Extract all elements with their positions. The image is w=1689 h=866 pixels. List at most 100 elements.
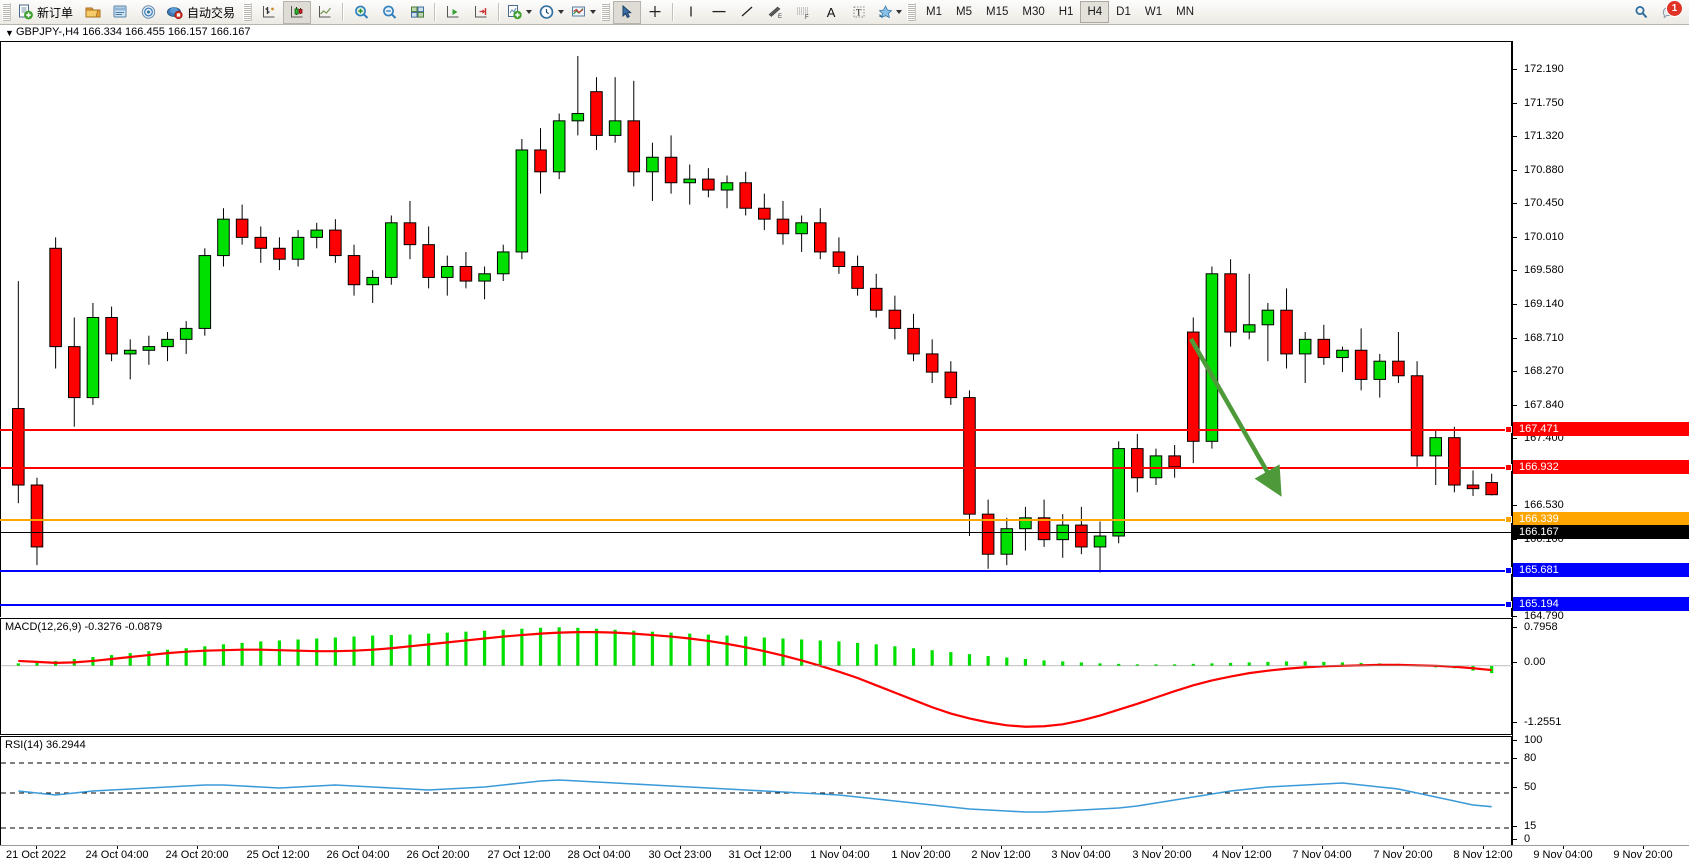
zoom-in-button[interactable] xyxy=(347,1,375,24)
periods-chevron-down-icon[interactable] xyxy=(558,10,565,14)
templates-button[interactable] xyxy=(567,1,599,24)
level-label-current-price[interactable]: 166.167 xyxy=(1513,525,1689,539)
search-button[interactable] xyxy=(1627,1,1655,24)
svg-text:T: T xyxy=(856,8,862,18)
svg-text:F: F xyxy=(805,15,809,20)
level-label-pivot[interactable]: 166.339 xyxy=(1513,512,1689,526)
macd-pane[interactable] xyxy=(0,618,1513,735)
chart-window[interactable]: ▼ GBPJPY-,H4 166.334 166.455 166.157 166… xyxy=(0,25,1689,866)
crosshair-icon xyxy=(649,6,661,17)
fibonacci-button[interactable]: F xyxy=(789,1,817,24)
indicators-chevron-down-icon[interactable] xyxy=(526,10,533,14)
time-tick-mark xyxy=(840,846,841,849)
indicators-button[interactable] xyxy=(503,1,535,24)
time-tick-mark xyxy=(1001,846,1002,849)
timeframe-d1[interactable]: D1 xyxy=(1116,6,1131,18)
time-tick-label: 9 Nov 04:00 xyxy=(1533,849,1593,861)
auto-scroll-button[interactable] xyxy=(467,1,495,24)
time-tick-label: 24 Oct 20:00 xyxy=(165,849,229,861)
horizontal-line-icon xyxy=(712,10,726,13)
time-tick-mark xyxy=(117,846,118,849)
templates-chevron-down-icon[interactable] xyxy=(590,10,597,14)
timeframe-mn[interactable]: MN xyxy=(1176,6,1194,18)
trendline-icon xyxy=(741,6,753,17)
level-label-resistance-1[interactable]: 167.471 xyxy=(1513,422,1689,436)
crosshair-button[interactable] xyxy=(641,1,669,24)
time-tick-label: 1 Nov 04:00 xyxy=(810,849,870,861)
arrows-chevron-down-icon[interactable] xyxy=(896,10,903,14)
time-tick-label: 31 Oct 12:00 xyxy=(728,849,792,861)
time-tick-label: 26 Oct 20:00 xyxy=(406,849,470,861)
terminal-button[interactable] xyxy=(107,1,135,24)
timeframe-m1[interactable]: M1 xyxy=(926,6,943,18)
timeframe-m30[interactable]: M30 xyxy=(1022,6,1045,18)
vertical-line-icon xyxy=(690,6,692,17)
timeframe-h4[interactable]: H4 xyxy=(1080,1,1110,23)
time-tick-label: 24 Oct 04:00 xyxy=(85,849,149,861)
signals-icon xyxy=(141,5,156,19)
equidistant-channel-button[interactable]: E xyxy=(761,1,789,24)
timeframe-m15[interactable]: M15 xyxy=(986,6,1009,18)
price-tick: 170.010 xyxy=(1513,232,1639,243)
level-label-support-2[interactable]: 165.194 xyxy=(1513,597,1689,611)
periods-button[interactable] xyxy=(535,1,567,24)
macd-series xyxy=(1,627,1513,728)
timeframe-w1[interactable]: W1 xyxy=(1144,6,1163,18)
timeframe-m5[interactable]: M5 xyxy=(956,6,972,18)
chart-shift-button[interactable] xyxy=(439,1,467,24)
level-label-support-1[interactable]: 165.681 xyxy=(1513,563,1689,577)
indicators-icon xyxy=(508,5,522,20)
time-axis[interactable]: 21 Oct 2022 24 Oct 04:00 24 Oct 20:00 25 Oc… xyxy=(0,845,1689,866)
line-chart-button[interactable] xyxy=(311,1,339,24)
time-tick-mark xyxy=(358,846,359,849)
text-button[interactable]: A xyxy=(817,1,845,24)
rsi-series xyxy=(1,762,1513,829)
time-tick-mark xyxy=(1563,846,1564,849)
horizontal-line-button[interactable] xyxy=(705,1,733,24)
timeframe-h1[interactable]: H1 xyxy=(1058,6,1074,18)
equidistant-channel-icon: E xyxy=(768,6,782,20)
trendline-button[interactable] xyxy=(733,1,761,24)
tile-windows-button[interactable] xyxy=(403,1,431,24)
time-tick-label: 21 Oct 2022 xyxy=(6,849,66,861)
time-tick-label: 26 Oct 04:00 xyxy=(326,849,390,861)
rsi-pane[interactable] xyxy=(0,736,1513,851)
price-tick: 171.320 xyxy=(1513,131,1639,142)
zoom-out-button[interactable] xyxy=(375,1,403,24)
price-tick: 169.140 xyxy=(1513,299,1639,310)
text-label-button[interactable]: T xyxy=(845,1,873,24)
candlestick-chart-button[interactable] xyxy=(283,0,312,24)
time-tick-mark xyxy=(1403,846,1404,849)
templates-icon xyxy=(572,6,586,17)
chart-collapse-icon[interactable]: ▼ xyxy=(5,28,14,38)
time-tick-mark xyxy=(36,846,37,849)
search-icon xyxy=(1635,6,1647,19)
indicator-tick: 15 xyxy=(1513,821,1639,832)
new-order-label: 新订单 xyxy=(37,5,74,20)
chart-header: ▼ GBPJPY-,H4 166.334 166.455 166.157 166… xyxy=(0,25,1689,41)
timeframe-grip[interactable] xyxy=(907,3,917,21)
svg-text:E: E xyxy=(778,14,782,20)
new-order-button[interactable]: 新订单 xyxy=(14,1,79,24)
folder-button[interactable] xyxy=(79,1,107,24)
price-pane[interactable] xyxy=(0,41,1512,617)
chart-type-grip[interactable] xyxy=(243,3,253,21)
arrows-button[interactable] xyxy=(873,1,905,24)
autotrading-button[interactable]: 自动交易 xyxy=(163,1,241,24)
cursor-button[interactable] xyxy=(613,0,642,24)
indicator-tick: 100 xyxy=(1513,735,1639,746)
candlestick-chart-icon xyxy=(290,6,303,18)
toolbar-separator-3 xyxy=(498,3,501,21)
candlestick-series xyxy=(12,56,1498,573)
drawing-tools-grip[interactable] xyxy=(601,3,611,21)
level-label-resistance-2[interactable]: 166.932 xyxy=(1513,460,1689,474)
time-tick-mark xyxy=(1643,846,1644,849)
signals-button[interactable] xyxy=(135,1,163,24)
notifications-button[interactable]: 1 xyxy=(1655,0,1683,23)
toolbar-grip[interactable] xyxy=(2,3,11,21)
time-tick-label: 28 Oct 04:00 xyxy=(567,849,631,861)
bar-chart-button[interactable] xyxy=(255,1,283,24)
price-tick: 170.450 xyxy=(1513,198,1639,209)
vertical-line-button[interactable] xyxy=(677,1,705,24)
autotrading-label: 自动交易 xyxy=(187,5,236,20)
